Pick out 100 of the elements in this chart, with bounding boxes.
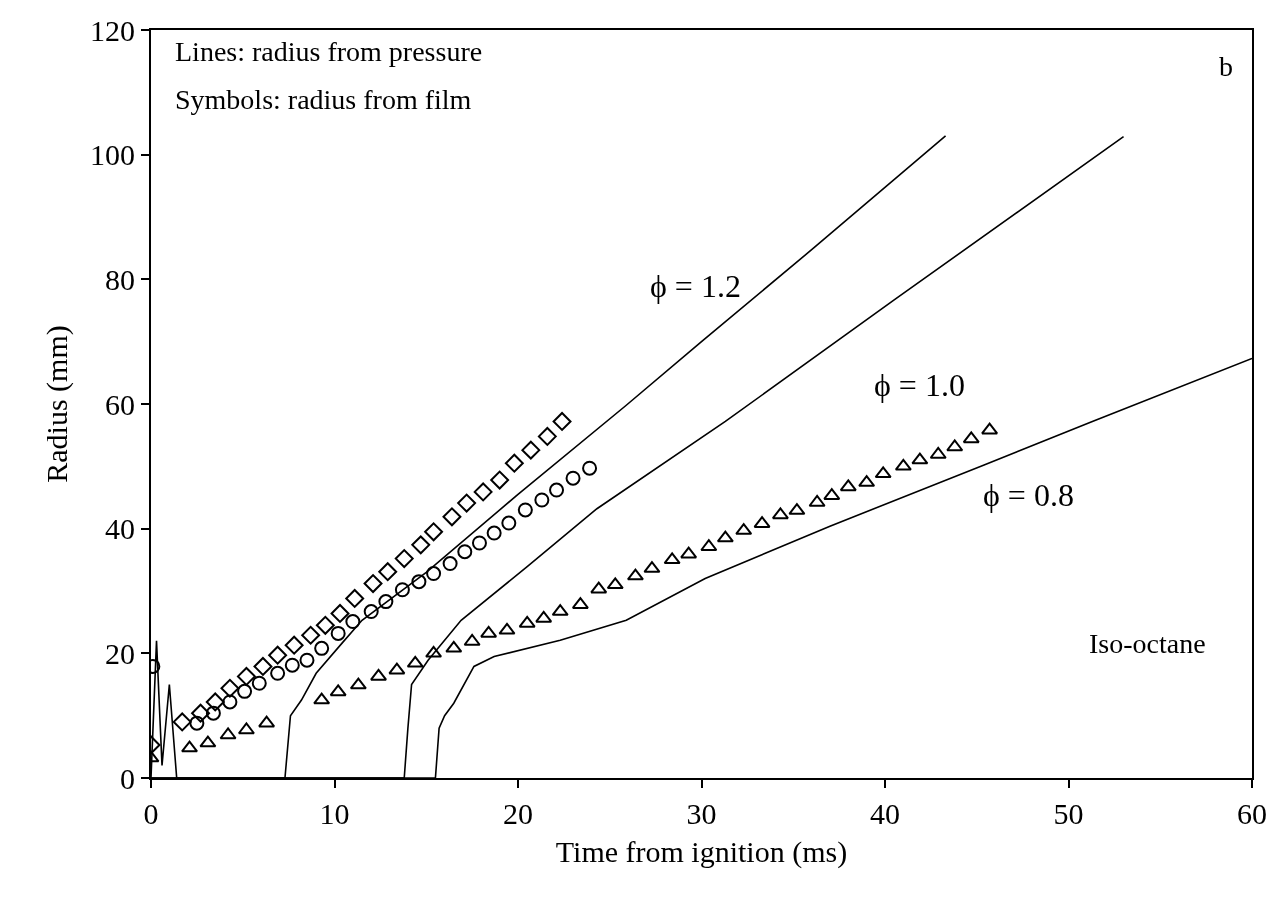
y-tick-label: 40 — [105, 512, 135, 546]
x-tick-label: 40 — [870, 797, 900, 830]
point — [268, 645, 288, 665]
x-tick-label: 60 — [1237, 797, 1267, 830]
point — [490, 470, 510, 490]
point — [480, 625, 498, 638]
point — [363, 604, 379, 620]
point — [345, 589, 365, 608]
point — [199, 735, 217, 748]
point — [388, 662, 406, 675]
y-tick-label: 20 — [105, 636, 135, 670]
point — [552, 412, 572, 431]
point — [590, 581, 608, 594]
point — [220, 678, 240, 698]
point — [349, 677, 367, 690]
point — [205, 705, 221, 721]
point — [534, 492, 550, 508]
point — [313, 692, 331, 705]
x-tick-label: 20 — [503, 797, 533, 830]
point — [378, 562, 398, 582]
point — [457, 493, 477, 513]
point — [498, 622, 516, 635]
point — [299, 652, 315, 668]
point — [411, 535, 431, 555]
point — [426, 566, 442, 582]
point — [363, 574, 383, 593]
point — [606, 577, 624, 590]
point — [237, 722, 255, 735]
point — [874, 466, 892, 479]
point — [394, 582, 410, 598]
annotation: ϕ = 0.8 — [983, 477, 1074, 513]
point — [394, 549, 414, 569]
point — [839, 479, 857, 492]
point — [345, 614, 361, 630]
point — [258, 715, 276, 728]
x-axis-title: Time from ignition (ms) — [555, 835, 848, 869]
x-tick-label: 50 — [1053, 797, 1084, 830]
point — [315, 615, 335, 635]
point — [981, 422, 999, 435]
annotation: Iso-octane — [1089, 628, 1206, 659]
point — [251, 675, 267, 691]
point — [219, 727, 237, 740]
y-tick-label: 0 — [120, 761, 135, 795]
point — [929, 446, 947, 459]
point — [237, 683, 253, 699]
point — [172, 712, 192, 732]
point — [486, 525, 502, 541]
point — [406, 655, 424, 668]
point — [425, 645, 443, 658]
point — [471, 535, 487, 551]
point — [189, 715, 205, 731]
point — [330, 603, 350, 623]
point — [521, 440, 541, 460]
point — [330, 625, 346, 641]
point — [253, 656, 273, 676]
point — [549, 482, 565, 498]
annotation: b — [1219, 51, 1233, 82]
point — [946, 439, 964, 452]
point — [442, 556, 458, 572]
point — [537, 426, 557, 446]
point — [716, 530, 734, 543]
point — [911, 452, 929, 465]
point — [473, 482, 493, 502]
point — [463, 633, 481, 646]
point — [301, 625, 321, 645]
point — [445, 640, 463, 653]
point — [284, 657, 300, 673]
point — [424, 522, 444, 542]
y-tick-label: 100 — [90, 138, 135, 172]
point — [894, 458, 912, 471]
point — [370, 668, 388, 681]
point — [284, 635, 304, 655]
point — [808, 494, 826, 507]
point — [626, 568, 644, 581]
point — [457, 544, 473, 560]
y-tick-label: 120 — [90, 13, 135, 47]
annotation: Lines: radius from pressure — [175, 36, 483, 67]
annotation: Symbols: radius from film — [175, 84, 472, 115]
point — [663, 552, 681, 565]
point — [442, 507, 462, 527]
point — [411, 574, 427, 590]
annotation: ϕ = 1.0 — [874, 367, 965, 403]
point — [962, 431, 980, 444]
point — [771, 507, 789, 520]
point — [236, 666, 256, 686]
point — [565, 470, 581, 486]
point — [191, 703, 210, 723]
point — [501, 515, 517, 531]
point — [535, 610, 553, 623]
y-axis-title: Radius (mm) — [39, 325, 74, 483]
point — [329, 684, 347, 697]
point — [518, 615, 536, 628]
x-tick-label: 0 — [143, 797, 159, 830]
y-tick-label: 80 — [105, 262, 135, 296]
point — [680, 546, 698, 559]
x-tick-label: 10 — [319, 797, 350, 830]
point — [270, 665, 286, 681]
point — [205, 692, 225, 712]
point — [181, 740, 199, 753]
x-tick-label: 30 — [686, 797, 717, 830]
